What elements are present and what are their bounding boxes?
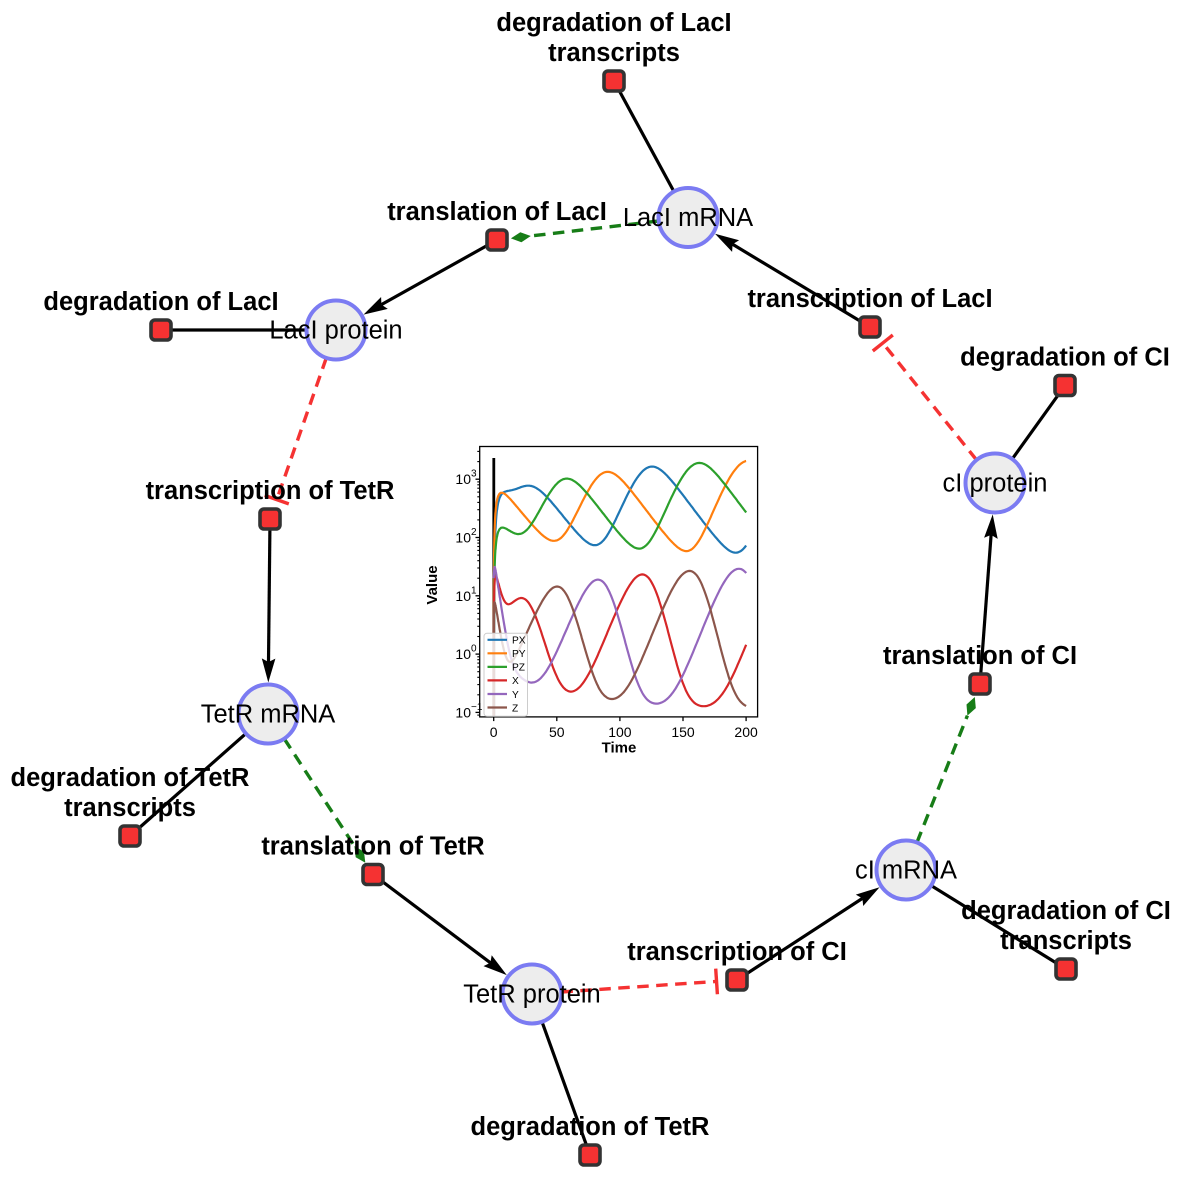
svg-text:10: 10: [455, 588, 471, 604]
svg-text:0: 0: [490, 724, 498, 740]
svg-text:Value: Value: [424, 565, 441, 604]
svg-text:cI mRNA: cI mRNA: [855, 857, 957, 885]
svg-text:−1: −1: [471, 702, 483, 713]
svg-text:degradation of CI: degradation of CI: [961, 897, 1171, 925]
svg-text:100: 100: [608, 724, 632, 740]
svg-text:transcripts: transcripts: [1000, 927, 1132, 955]
svg-text:Y: Y: [512, 690, 519, 701]
svg-text:cI protein: cI protein: [943, 470, 1048, 498]
svg-text:1: 1: [471, 585, 477, 596]
svg-text:200: 200: [734, 724, 758, 740]
svg-text:translation of CI: translation of CI: [883, 642, 1077, 670]
svg-text:X: X: [512, 676, 519, 687]
svg-text:PY: PY: [512, 649, 526, 660]
svg-text:transcripts: transcripts: [548, 39, 680, 67]
svg-text:PZ: PZ: [512, 663, 525, 674]
svg-text:PX: PX: [512, 636, 526, 647]
svg-text:translation of TetR: translation of TetR: [261, 833, 484, 861]
svg-text:translation of LacI: translation of LacI: [387, 198, 607, 226]
svg-text:3: 3: [471, 469, 477, 480]
svg-text:degradation of LacI: degradation of LacI: [43, 288, 278, 316]
svg-text:TetR mRNA: TetR mRNA: [201, 701, 336, 729]
svg-text:TetR protein: TetR protein: [463, 981, 601, 1009]
svg-text:10: 10: [455, 471, 471, 487]
svg-text:degradation of TetR: degradation of TetR: [11, 764, 250, 792]
svg-text:transcription of TetR: transcription of TetR: [146, 477, 395, 505]
svg-text:10: 10: [455, 704, 471, 720]
svg-text:degradation of LacI: degradation of LacI: [496, 9, 731, 37]
svg-text:LacI mRNA: LacI mRNA: [623, 204, 753, 232]
svg-text:10: 10: [455, 646, 471, 662]
svg-text:0: 0: [471, 644, 477, 655]
svg-text:LacI protein: LacI protein: [269, 317, 402, 345]
svg-text:transcripts: transcripts: [64, 794, 196, 822]
svg-text:Z: Z: [512, 703, 518, 714]
svg-text:degradation of TetR: degradation of TetR: [471, 1113, 710, 1141]
svg-text:2: 2: [471, 527, 477, 538]
svg-text:50: 50: [549, 724, 565, 740]
svg-text:Time: Time: [602, 740, 637, 757]
svg-text:degradation of CI: degradation of CI: [960, 344, 1170, 372]
svg-text:transcription of LacI: transcription of LacI: [747, 285, 992, 313]
svg-text:150: 150: [671, 724, 695, 740]
svg-text:transcription of CI: transcription of CI: [627, 938, 847, 966]
svg-text:10: 10: [455, 530, 471, 546]
